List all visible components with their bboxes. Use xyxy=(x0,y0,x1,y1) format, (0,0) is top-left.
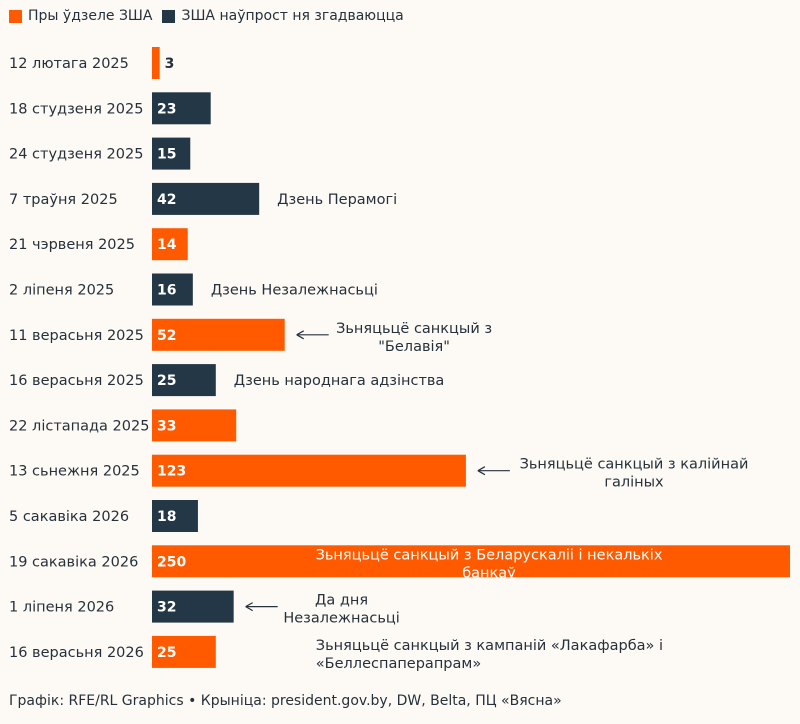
data-label: 33 xyxy=(157,418,176,434)
bar xyxy=(152,318,285,351)
annotation-text: Да дня xyxy=(315,593,368,609)
category-label: 18 студзеня 2025 xyxy=(9,101,143,117)
legend-swatch-no-us xyxy=(162,9,176,23)
bar xyxy=(152,273,193,306)
category-label: 13 сьнежня 2025 xyxy=(9,464,140,480)
annotation-text: банкаў xyxy=(462,565,516,581)
legend-label-us: Пры ўдзеле ЗША xyxy=(28,8,153,24)
category-label: 5 сакавіка 2026 xyxy=(9,509,129,525)
bar xyxy=(152,182,260,215)
bar xyxy=(152,137,191,170)
bar xyxy=(152,47,160,79)
legend-swatch-us xyxy=(9,9,22,23)
category-label: 21 чэрвеня 2025 xyxy=(9,237,135,253)
category-label: 1 ліпеня 2026 xyxy=(9,600,114,616)
category-label: 11 верасьня 2025 xyxy=(9,328,144,344)
annotation-arrowhead xyxy=(477,466,486,476)
data-label: 14 xyxy=(157,237,177,253)
data-label: 250 xyxy=(157,554,186,570)
annotation-arrowhead xyxy=(245,602,253,612)
data-label: 25 xyxy=(157,373,176,389)
data-label: 32 xyxy=(157,600,176,616)
annotation-text: Дзень народнага адзінства xyxy=(234,373,445,389)
bar xyxy=(152,228,188,261)
category-label: 7 траўня 2025 xyxy=(9,192,118,208)
bar xyxy=(152,409,237,442)
annotation-text: Дзень Перамогі xyxy=(277,192,397,208)
data-label: 123 xyxy=(157,464,186,480)
data-label: 18 xyxy=(157,509,176,525)
category-label: 22 лістапада 2025 xyxy=(9,418,149,434)
bar xyxy=(152,500,198,532)
category-label: 2 ліпеня 2025 xyxy=(9,283,114,299)
annotation-text: Дзень Незалежнасьці xyxy=(211,283,378,299)
bar xyxy=(152,92,211,125)
legend-item-us: Пры ўдзеле ЗША xyxy=(9,8,152,24)
category-label: 16 верасьня 2026 xyxy=(9,645,144,661)
bar xyxy=(152,635,216,668)
annotation-arrowhead xyxy=(296,330,305,340)
legend: Пры ўдзеле ЗША ЗША наўпрост ня згадваюцц… xyxy=(9,8,414,24)
data-label: 16 xyxy=(157,283,176,299)
bar xyxy=(152,454,466,487)
annotation-text: Зьняцьцё санкцый з xyxy=(336,321,492,337)
data-label: 42 xyxy=(157,192,176,208)
annotation-text: галіных xyxy=(604,475,664,491)
bar xyxy=(152,545,790,578)
legend-label-no-us: ЗША наўпрост ня згадваюцца xyxy=(181,8,404,24)
category-label: 16 верасьня 2025 xyxy=(9,373,144,389)
annotation-text: Зьняцьцё санкцый з Беларускаліі і некаль… xyxy=(316,547,663,563)
annotation-text: Зьняцьцё санкцый з кампаній «Лакафарба» … xyxy=(316,638,663,654)
bar xyxy=(152,590,234,623)
annotation-text: Зьняцьцё санкцый з калійнай xyxy=(520,457,749,473)
bar xyxy=(152,364,216,397)
category-label: 12 лютага 2025 xyxy=(9,56,129,72)
category-label: 24 студзеня 2025 xyxy=(9,147,143,163)
annotation-text: «Беллеспаперапрам» xyxy=(316,656,481,672)
legend-item-no-us: ЗША наўпрост ня згадваюцца xyxy=(162,8,404,24)
data-label: 25 xyxy=(157,645,176,661)
category-label: 19 сакавіка 2026 xyxy=(9,554,138,570)
source-footer: Графік: RFE/RL Graphics • Крыніца: presi… xyxy=(9,693,562,709)
data-label: 52 xyxy=(157,328,176,344)
data-label: 23 xyxy=(157,101,176,117)
data-label: 15 xyxy=(157,147,176,163)
data-label: 3 xyxy=(165,56,175,72)
annotation-text: Незалежнасьці xyxy=(283,611,399,627)
annotation-text: "Белавія" xyxy=(378,339,450,355)
